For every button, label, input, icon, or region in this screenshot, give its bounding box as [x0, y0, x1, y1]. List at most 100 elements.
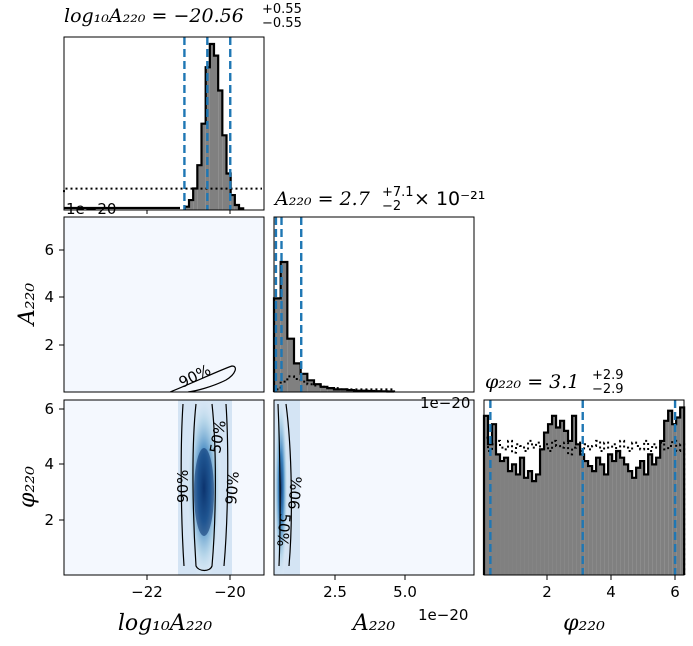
xlabel-phi: φ₂₂₀ [563, 611, 605, 636]
tick-x-amp-1: 5.0 [393, 583, 417, 601]
hist-log10A-bar-4 [201, 123, 206, 210]
hist-A-bar-0 [274, 298, 281, 392]
frame-joint-log-phi [63, 399, 265, 576]
hist-phi-bar-18 [556, 427, 561, 575]
hist-phi-bar-14 [540, 449, 545, 575]
hist-A-bar-9 [334, 389, 341, 392]
hist-phi-bar-38 [636, 467, 641, 575]
tick-x-phi-2: 6 [670, 583, 680, 601]
contour-90-A-phi [285, 403, 292, 567]
hist-phi-bar-36 [628, 471, 633, 575]
hist-log10A-bar-0 [184, 206, 189, 210]
frame-joint-log-A [63, 216, 265, 393]
hist-phi-bar-45 [664, 420, 669, 575]
panel-joint-log-A [64, 217, 264, 392]
hist-log10A-bar-8 [218, 90, 223, 210]
title-log10A-sub: −0.55 [262, 16, 302, 31]
tick-y-phi-2: 6 [44, 400, 54, 418]
title-A-sup: +7.1 [382, 185, 414, 200]
hist-phi-bar-29 [600, 464, 605, 575]
hist-log10A-bar-7 [214, 55, 219, 211]
contour-label-90-right: 90% [222, 471, 243, 506]
hist-A-step [272, 260, 396, 393]
contour-90-log-A [169, 365, 236, 392]
hist-A-bar-5 [307, 380, 314, 392]
tick-y-phi-1: 4 [44, 455, 54, 473]
hist-phi-bar-33 [616, 450, 621, 575]
hist-A-bar-10 [340, 389, 348, 392]
hist-phi-bar-26 [588, 466, 593, 575]
frame-joint-A-phi [273, 399, 475, 576]
tick-x-phi-1: 4 [606, 583, 616, 601]
hist-log10A-bar-11 [230, 195, 235, 210]
frame-hist-A [273, 216, 475, 393]
offset-label-mid: 1e−20 [420, 394, 470, 412]
hist-log10A-prior-step [63, 187, 262, 193]
contour-90-log-phi [180, 403, 229, 567]
hist-phi-bar-20 [564, 430, 569, 575]
contour-50-log-phi [192, 403, 216, 572]
tick-marks [59, 210, 676, 580]
title-phi-sup: +2.9 [592, 368, 624, 383]
hist-phi-bar-25 [584, 461, 589, 575]
density-log-phi [178, 400, 232, 575]
offset-label-bottom: 1e−20 [418, 606, 468, 624]
hist-phi-bar-37 [632, 477, 637, 575]
panel-hist-A [274, 217, 474, 392]
title-log10A-sup: +0.55 [262, 2, 302, 17]
title-phi: φ₂₂₀ = 3.1 [485, 371, 579, 393]
hist-log10A-bar-1 [189, 200, 194, 210]
hist-phi-bar-9 [520, 457, 525, 575]
title-A-suffix: × 10⁻²¹ [414, 188, 485, 210]
panel-hist-log10A [64, 37, 264, 210]
hist-phi-bar-2 [492, 424, 497, 575]
hist-phi-bar-13 [536, 474, 541, 575]
hist-phi-bar-12 [532, 481, 537, 575]
hist-log10A-bar-3 [197, 165, 202, 210]
tick-y-amp-1: 4 [44, 288, 54, 306]
hist-phi-bar-44 [660, 440, 665, 575]
contour-label-90-left: 90% [174, 470, 192, 503]
title-A-sub: −2 [382, 199, 401, 214]
tick-x-log-0: −22 [131, 583, 163, 601]
hist-phi-step [482, 406, 686, 575]
hist-A-bar-3 [294, 363, 301, 392]
hist-phi-bar-4 [500, 461, 505, 575]
tick-y-phi-0: 2 [44, 511, 54, 529]
hist-phi-bar-32 [612, 461, 617, 575]
hist-phi-bar-31 [608, 454, 613, 575]
hist-phi-bar-39 [640, 461, 645, 575]
hist-phi-bar-15 [544, 432, 549, 575]
xlabel-log10A: log₁₀A₂₂₀ [118, 611, 213, 636]
hist-phi-bar-21 [568, 440, 573, 575]
hist-A-bar-6 [314, 384, 321, 392]
hist-log10A-bar-12 [234, 205, 239, 210]
tick-x-amp-0: 2.5 [323, 583, 347, 601]
contour-label-50-A: 50% [273, 513, 294, 548]
hist-phi-bar-43 [656, 457, 661, 575]
hist-A-bar-4 [300, 373, 308, 392]
title-log10A: log₁₀A₂₂₀ = −20.56 [64, 5, 244, 27]
tick-x-phi-0: 2 [542, 583, 552, 601]
hist-log10A-bar-6 [209, 44, 214, 210]
hist-phi-bar-30 [604, 474, 609, 575]
hist-phi-bar-34 [620, 457, 625, 575]
hist-phi-bar-19 [560, 420, 565, 575]
hist-phi-bar-6 [508, 471, 513, 575]
title-A: A₂₂₀ = 2.7 [273, 188, 371, 210]
hist-A-bar-8 [327, 388, 334, 392]
quantile-lines [183, 37, 677, 575]
hist-phi-bar-41 [648, 454, 653, 575]
frame-hist-log10A [63, 36, 265, 211]
hist-phi-bar-17 [552, 415, 557, 575]
contour-label-50: 50% [206, 419, 230, 455]
frame-hist-phi [483, 399, 685, 576]
hist-phi-bar-28 [596, 457, 601, 575]
hist-phi-bar-35 [624, 464, 629, 575]
hist-phi-bar-46 [668, 410, 673, 575]
density-log-A [169, 365, 236, 392]
hist-phi-bar-0 [484, 415, 489, 575]
hist-phi-bar-3 [496, 454, 501, 575]
hist-phi-bar-8 [516, 474, 521, 575]
